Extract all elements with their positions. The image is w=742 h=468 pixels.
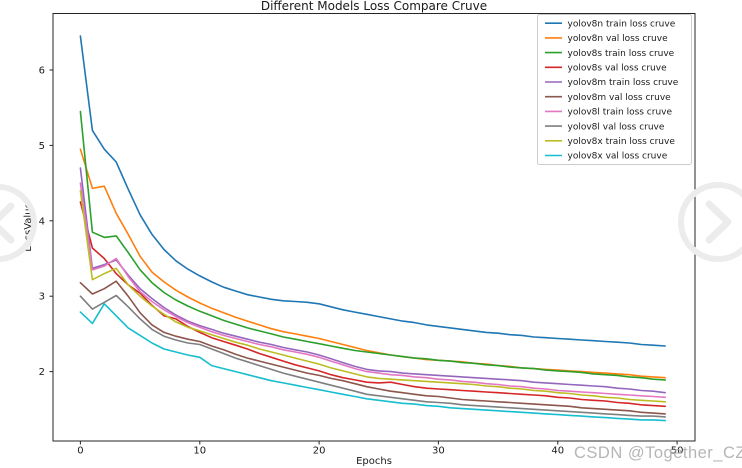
legend-item: yolov8x val loss cruve bbox=[545, 152, 668, 162]
x-tick-label: 40 bbox=[551, 446, 564, 457]
legend-label: yolov8x train loss cruve bbox=[568, 137, 676, 147]
legend-item: yolov8x train loss cruve bbox=[545, 137, 675, 147]
legend-label: yolov8l val loss cruve bbox=[568, 122, 665, 132]
legend-label: yolov8x val loss cruve bbox=[568, 152, 668, 162]
x-tick-label: 20 bbox=[313, 446, 326, 457]
series-line-yolov8n-val bbox=[79, 148, 667, 379]
x-axis: 0 10 20 30 40 50 bbox=[77, 441, 683, 457]
x-axis-label: Epochs bbox=[356, 456, 392, 467]
series-line-yolov8m-val bbox=[79, 280, 667, 415]
chevron-right-icon bbox=[705, 200, 732, 244]
y-tick-label: 5 bbox=[39, 141, 45, 152]
series-line-yolov8l-val bbox=[79, 294, 667, 418]
y-tick-label: 2 bbox=[39, 367, 45, 378]
x-tick-label: 0 bbox=[77, 446, 83, 457]
series-line-yolov8l-train bbox=[79, 182, 667, 399]
chevron-left-icon bbox=[0, 202, 15, 244]
legend-item: yolov8s val loss cruve bbox=[545, 64, 667, 74]
legend-box bbox=[537, 14, 692, 165]
legend-item: yolov8n val loss cruve bbox=[545, 34, 668, 44]
y-axis-label: LossValue bbox=[23, 202, 34, 251]
legend-item: yolov8m val loss cruve bbox=[545, 93, 671, 103]
legend-item: yolov8l train loss cruve bbox=[545, 108, 672, 118]
legend-item: yolov8s train loss cruve bbox=[545, 49, 675, 59]
legend-label: yolov8n train loss cruve bbox=[568, 19, 676, 29]
y-tick-label: 4 bbox=[39, 216, 45, 227]
legend-label: yolov8n val loss cruve bbox=[568, 34, 669, 44]
chevron-right-circle-icon bbox=[678, 182, 742, 262]
series-line-yolov8n-train bbox=[79, 35, 667, 347]
series-lines bbox=[79, 35, 667, 422]
legend-item: yolov8l val loss cruve bbox=[545, 122, 665, 132]
series-line-yolov8x-train bbox=[79, 189, 667, 403]
series-line-yolov8s-train bbox=[79, 110, 667, 381]
series-line-yolov8m-train bbox=[79, 167, 667, 394]
y-axis: 2 3 4 5 6 bbox=[39, 66, 53, 378]
legend-item: yolov8n train loss cruve bbox=[545, 19, 676, 29]
series-line-yolov8s-val bbox=[79, 201, 667, 408]
legend-label: yolov8s val loss cruve bbox=[568, 64, 668, 74]
y-tick-label: 6 bbox=[39, 66, 45, 77]
chart-title: Different Models Loss Compare Cruve bbox=[261, 0, 487, 13]
legend-label: yolov8s train loss cruve bbox=[568, 49, 675, 59]
legend-label: yolov8m train loss cruve bbox=[568, 78, 679, 88]
watermark: CSDN @Together_CZ bbox=[574, 444, 742, 462]
legend-label: yolov8l train loss cruve bbox=[568, 108, 673, 118]
plot-frame bbox=[52, 13, 696, 442]
x-tick-label: 10 bbox=[193, 446, 206, 457]
legend-item: yolov8m train loss cruve bbox=[545, 78, 679, 88]
carousel-prev-button[interactable] bbox=[0, 184, 37, 262]
x-tick-label: 50 bbox=[671, 446, 684, 457]
x-tick-label: 30 bbox=[432, 446, 445, 457]
y-tick-label: 3 bbox=[39, 292, 45, 303]
legend: yolov8n train loss cruve yolov8n val los… bbox=[537, 14, 692, 165]
chevron-left-circle-icon bbox=[0, 184, 37, 262]
carousel-next-button[interactable] bbox=[678, 182, 742, 262]
series-line-yolov8x-val bbox=[79, 302, 667, 422]
legend-label: yolov8m val loss cruve bbox=[568, 93, 672, 103]
